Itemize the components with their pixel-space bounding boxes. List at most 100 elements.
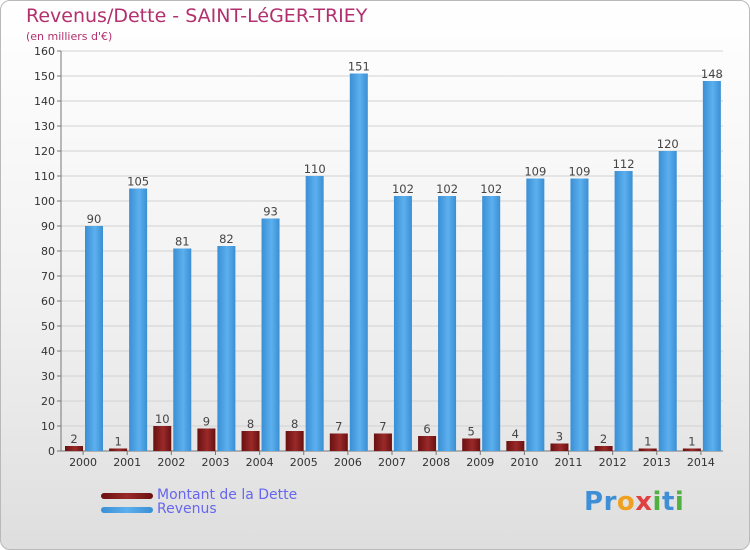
value-label-dette: 7 [335,420,342,434]
y-tick-label: 80 [41,245,55,258]
value-label-dette: 1 [114,435,121,449]
value-label-revenus: 151 [348,60,370,74]
bar-dette [638,448,657,451]
bar-dette [285,431,304,451]
x-tick-label: 2014 [687,456,715,469]
bar-revenus [526,178,545,451]
bar-revenus [438,196,457,451]
bar-dette [506,441,525,451]
value-label-revenus: 102 [480,182,502,196]
value-label-dette: 8 [291,417,298,431]
x-tick-label: 2003 [201,456,229,469]
logo-letter: r [603,487,617,517]
y-tick-label: 50 [41,320,55,333]
value-label-revenus: 148 [701,67,723,81]
x-tick-label: 2006 [334,456,362,469]
bar-dette [373,433,392,451]
bar-revenus [482,196,501,451]
proxiti-logo: Proxiti [584,487,684,517]
y-tick-label: 100 [34,195,55,208]
logo-letter: o [616,487,636,517]
value-label-dette: 5 [468,425,475,439]
x-tick-label: 2000 [69,456,97,469]
y-tick-label: 110 [34,170,55,183]
y-tick-label: 140 [34,95,55,108]
value-label-revenus: 110 [304,162,326,176]
x-tick-label: 2011 [555,456,583,469]
value-label-revenus: 90 [87,212,102,226]
legend-label-revenus: Revenus [157,501,217,517]
bar-revenus [217,246,236,451]
bar-revenus [305,176,324,451]
logo-letter: t [661,487,675,517]
value-label-dette: 2 [70,432,77,446]
x-tick-label: 2009 [466,456,494,469]
x-tick-label: 2002 [157,456,185,469]
legend-swatch-revenus [101,507,153,513]
x-tick-label: 2012 [599,456,627,469]
bar-revenus [614,171,633,451]
value-label-dette: 2 [600,432,607,446]
y-tick-label: 0 [48,445,55,458]
value-label-dette: 10 [155,412,170,426]
value-label-dette: 8 [247,417,254,431]
y-tick-label: 40 [41,345,55,358]
y-tick-label: 60 [41,295,55,308]
bar-revenus [129,188,148,451]
bar-dette [197,428,216,451]
value-label-dette: 4 [512,427,519,441]
y-tick-label: 30 [41,370,55,383]
x-tick-label: 2004 [246,456,274,469]
bar-dette [329,433,348,451]
value-label-revenus: 102 [436,182,458,196]
bar-revenus [173,248,192,451]
y-tick-label: 70 [41,270,55,283]
value-label-revenus: 82 [219,232,234,246]
x-tick-label: 2005 [290,456,318,469]
bar-dette [462,438,481,451]
bar-revenus [349,73,368,451]
x-tick-label: 2007 [378,456,406,469]
y-tick-label: 10 [41,420,55,433]
y-tick-label: 130 [34,120,55,133]
bar-revenus [702,81,721,451]
logo-letter: P [584,487,604,517]
x-tick-label: 2001 [113,456,141,469]
bar-dette [153,426,172,451]
bar-dette [109,448,128,451]
bar-dette [65,446,83,451]
y-tick-label: 20 [41,395,55,408]
value-label-dette: 6 [423,422,430,436]
bar-dette [594,446,613,451]
chart-subtitle: (en milliers d'€) [26,30,113,43]
y-tick-label: 160 [34,45,55,58]
value-label-dette: 1 [644,435,651,449]
bar-revenus [85,226,103,451]
x-tick-label: 2013 [643,456,671,469]
x-tick-label: 2010 [510,456,538,469]
value-label-dette: 1 [688,435,695,449]
value-label-dette: 9 [203,415,210,429]
value-label-dette: 3 [556,430,563,444]
bar-dette [241,431,260,451]
bar-dette [682,448,701,451]
value-label-revenus: 81 [175,235,190,249]
value-label-dette: 7 [379,420,386,434]
bar-revenus [570,178,589,451]
bar-revenus [261,218,280,451]
logo-letter: i [674,487,685,517]
value-label-revenus: 105 [127,175,149,189]
x-tick-label: 2008 [422,456,450,469]
value-label-revenus: 109 [524,165,546,179]
logo-letter: x [635,487,653,517]
value-label-revenus: 93 [263,205,278,219]
legend-label-dette: Montant de la Dette [157,487,298,503]
y-tick-label: 120 [34,145,55,158]
bar-dette [550,443,569,451]
bar-revenus [393,196,412,451]
value-label-revenus: 102 [392,182,414,196]
legend-swatch-dette [101,493,153,499]
value-label-revenus: 109 [568,165,590,179]
